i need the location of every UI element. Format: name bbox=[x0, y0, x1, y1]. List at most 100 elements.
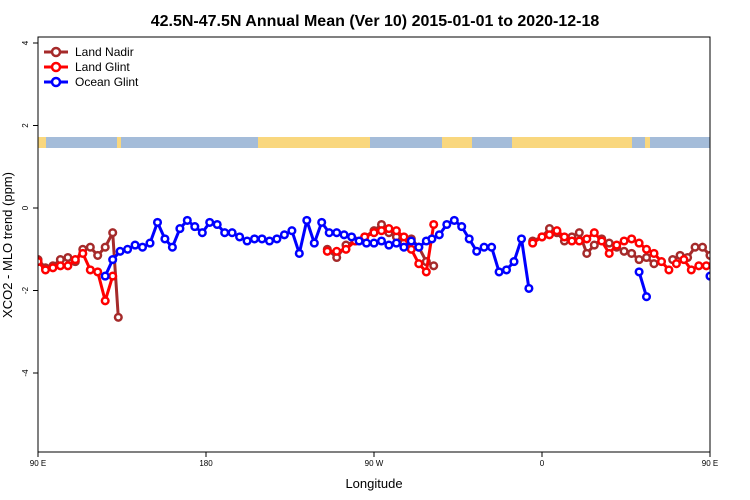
ocean-glint-point bbox=[449, 215, 459, 225]
ocean-glint-point bbox=[722, 248, 729, 255]
land-glint-point bbox=[664, 265, 674, 275]
ocean-glint-series bbox=[100, 215, 744, 302]
ocean-glint-point bbox=[220, 228, 230, 238]
ocean-glint-point bbox=[705, 271, 710, 281]
ocean-glint-point bbox=[516, 234, 527, 244]
land-nadir-point bbox=[705, 250, 710, 260]
land-glint-point bbox=[78, 248, 88, 258]
land-nadir-point bbox=[619, 246, 629, 256]
legend-swatch-marker bbox=[50, 46, 62, 58]
ocean-glint-line bbox=[431, 218, 531, 289]
ocean-glint-point bbox=[487, 242, 497, 252]
ocean-glint-point bbox=[464, 234, 474, 244]
ocean-glint-point bbox=[524, 283, 534, 293]
land-glint-point bbox=[48, 263, 58, 273]
land-nadir-point bbox=[100, 242, 110, 252]
ocean-glint-point bbox=[406, 236, 416, 246]
land-nadir-point bbox=[722, 229, 729, 236]
land-glint-point bbox=[552, 226, 562, 236]
land-glint-point bbox=[108, 271, 118, 281]
ocean-glint-point bbox=[167, 242, 177, 252]
land-glint-point bbox=[612, 240, 622, 250]
series-layer bbox=[38, 215, 744, 322]
ocean-glint-point bbox=[309, 238, 319, 248]
land-glint-point bbox=[391, 226, 401, 236]
land-nadir-point bbox=[582, 248, 592, 258]
ocean-glint-point bbox=[100, 271, 110, 281]
land-band-segment bbox=[645, 137, 650, 148]
ocean-glint-point bbox=[264, 236, 275, 246]
land-nadir-point bbox=[714, 244, 721, 251]
ocean-glint-point bbox=[257, 234, 267, 244]
land-glint-point bbox=[679, 255, 689, 265]
land-glint-point bbox=[369, 228, 379, 238]
land-glint-point bbox=[406, 244, 416, 254]
land-glint-point bbox=[40, 265, 51, 275]
land-band-segment bbox=[512, 137, 632, 148]
land-glint-point bbox=[384, 224, 394, 234]
ocean-glint-point bbox=[354, 236, 364, 246]
land-glint-point bbox=[332, 246, 342, 256]
land-glint-point bbox=[559, 232, 569, 242]
land-glint-point bbox=[701, 261, 710, 271]
land-nadir-point bbox=[649, 259, 659, 269]
legend-swatch-marker bbox=[50, 76, 62, 88]
land-nadir-point bbox=[604, 238, 614, 248]
land-nadir-point bbox=[85, 242, 95, 252]
land-glint-point bbox=[627, 234, 637, 244]
ocean-glint-point bbox=[472, 246, 482, 256]
ocean-glint-point bbox=[302, 215, 312, 225]
land-glint-point bbox=[574, 236, 584, 246]
land-glint-series bbox=[38, 219, 710, 306]
land-nadir-point bbox=[690, 242, 700, 252]
land-band-segment bbox=[442, 137, 472, 148]
y-tick-label: 2 bbox=[21, 123, 30, 128]
y-axis-label: XCO2 - MLO trend (ppm) bbox=[0, 172, 15, 318]
ocean-glint-point bbox=[457, 222, 467, 232]
ocean-glint-point bbox=[509, 257, 519, 267]
ocean-glint-point bbox=[479, 242, 489, 252]
land-glint-point bbox=[537, 232, 547, 242]
ocean-glint-point bbox=[737, 242, 744, 249]
land-band-segment bbox=[117, 137, 121, 148]
land-nadir-point bbox=[697, 242, 708, 252]
ocean-glint-point bbox=[427, 234, 437, 244]
land-nadir-point bbox=[63, 252, 73, 263]
ocean-glint-point bbox=[137, 242, 148, 252]
land-nadir-point bbox=[108, 228, 118, 238]
land-glint-point bbox=[100, 296, 110, 306]
land-glint-point bbox=[341, 244, 351, 254]
ocean-glint-point bbox=[287, 226, 297, 236]
land-glint-point bbox=[582, 234, 592, 244]
land-nadir-point bbox=[93, 250, 103, 260]
ocean-glint-point bbox=[272, 234, 282, 244]
ocean-glint-point bbox=[123, 244, 133, 254]
ocean-glint-point bbox=[414, 242, 424, 252]
land-glint-point bbox=[85, 265, 95, 275]
x-tick-label: 90 E bbox=[30, 459, 46, 468]
land-glint-point bbox=[709, 261, 710, 267]
y-tick-label: -4 bbox=[21, 369, 30, 377]
land-band-segment bbox=[258, 137, 370, 148]
land-glint-point bbox=[604, 248, 614, 258]
legend-swatch-marker bbox=[50, 61, 62, 73]
land-glint-point bbox=[544, 230, 555, 240]
land-glint-point bbox=[93, 267, 103, 277]
ocean-glint-point bbox=[399, 242, 409, 252]
ocean-glint-point bbox=[212, 219, 222, 230]
ocean-glint-point bbox=[317, 217, 327, 227]
land-glint-line bbox=[675, 258, 710, 272]
ocean-glint-point bbox=[729, 246, 736, 253]
ocean-glint-point bbox=[115, 246, 125, 256]
land-glint-point bbox=[641, 244, 652, 254]
land-glint-point bbox=[414, 259, 424, 269]
ocean-glint-point bbox=[227, 228, 237, 238]
land-glint-point bbox=[686, 265, 696, 275]
land-nadir-point bbox=[429, 261, 439, 271]
ocean-glint-point bbox=[249, 234, 260, 244]
ocean-band bbox=[38, 137, 710, 148]
ocean-glint-point bbox=[235, 232, 245, 242]
land-band-segment bbox=[38, 137, 46, 148]
